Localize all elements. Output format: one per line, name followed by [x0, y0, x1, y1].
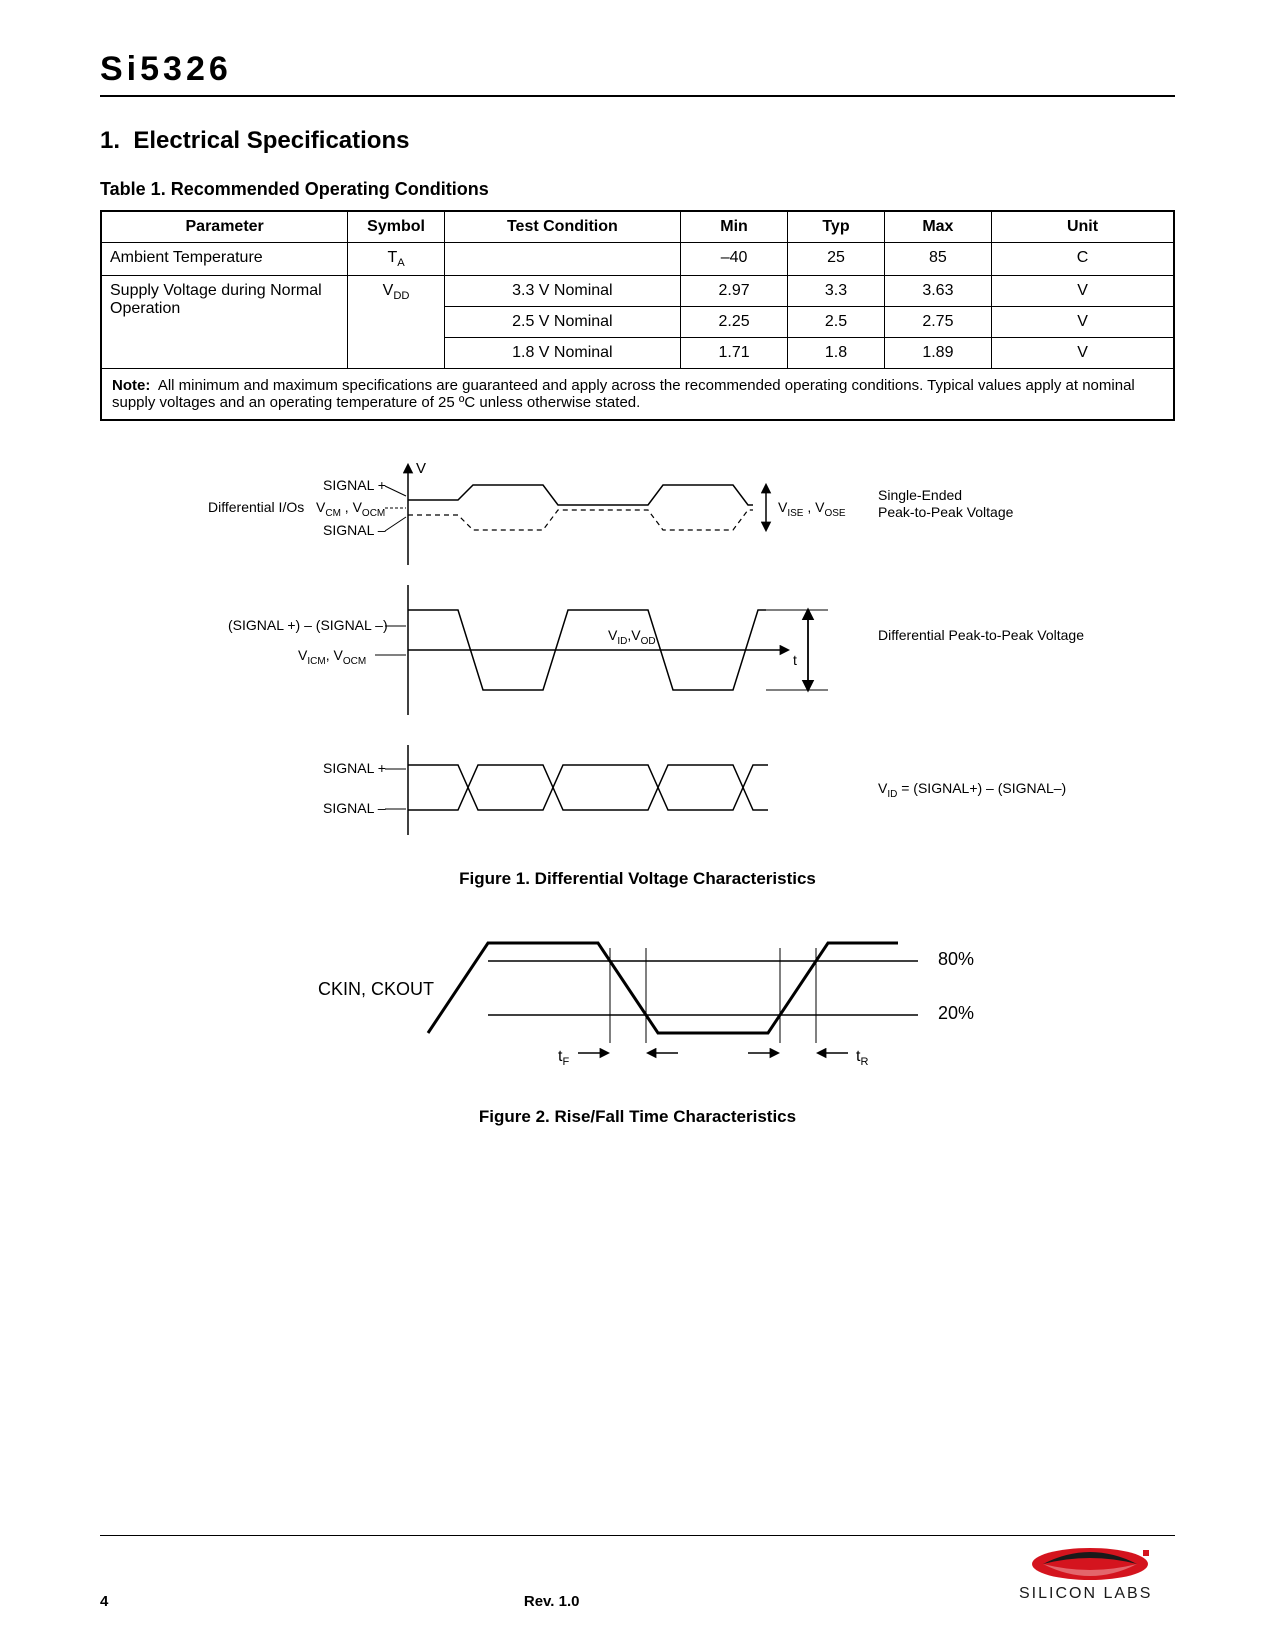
se-pp-label2: Peak-to-Peak Voltage	[878, 504, 1014, 520]
product-header: Si5326	[100, 50, 1175, 89]
cell-max: 1.89	[884, 338, 991, 369]
signal-plus-label: SIGNAL +	[323, 477, 386, 493]
page-number: 4	[100, 1593, 108, 1610]
page-footer: 4 Rev. 1.0 SILICON LABS	[100, 1535, 1175, 1610]
signal-minus-label2: SIGNAL –	[323, 800, 386, 816]
figure2-svg: 80% 20% CKIN, CKOUT tF tR	[258, 923, 1018, 1093]
signal-plus-label2: SIGNAL +	[323, 760, 386, 776]
cell-cond: 2.5 V Nominal	[444, 307, 680, 338]
vid-vod-label: VID,VOD	[608, 627, 656, 647]
cell-symbol: VDD	[348, 276, 445, 369]
cell-unit: V	[992, 276, 1174, 307]
note-text: All minimum and maximum specifications a…	[112, 377, 1135, 411]
figure2-caption: Figure 2. Rise/Fall Time Characteristics	[100, 1107, 1175, 1127]
header-rule	[100, 95, 1175, 97]
table-header-row: Parameter Symbol Test Condition Min Typ …	[101, 211, 1174, 243]
ckin-ckout-label: CKIN, CKOUT	[318, 979, 434, 999]
table1: Parameter Symbol Test Condition Min Typ …	[100, 210, 1175, 421]
cell-min: 2.25	[680, 307, 787, 338]
vcm-vocm-label: VCM , VOCM	[316, 499, 385, 519]
cell-min: 1.71	[680, 338, 787, 369]
col-unit: Unit	[992, 211, 1174, 243]
signal-minus-label: SIGNAL –	[323, 522, 386, 538]
tf-label: tF	[558, 1048, 569, 1068]
col-parameter: Parameter	[101, 211, 348, 243]
figure1-svg: V SIGNAL + Differential I/Os VCM , VOCM …	[148, 455, 1128, 855]
cell-max: 2.75	[884, 307, 991, 338]
vid-equation: VID = (SIGNAL+) – (SIGNAL–)	[878, 780, 1066, 800]
col-min: Min	[680, 211, 787, 243]
col-test-condition: Test Condition	[444, 211, 680, 243]
cell-min: 2.97	[680, 276, 787, 307]
col-max: Max	[884, 211, 991, 243]
cell-min: –40	[680, 243, 787, 276]
cell-cond: 1.8 V Nominal	[444, 338, 680, 369]
footer-rule	[100, 1535, 1175, 1536]
t-axis-label: t	[793, 652, 797, 668]
cell-unit: V	[992, 307, 1174, 338]
diff-pp-label: Differential Peak-to-Peak Voltage	[878, 627, 1084, 643]
section-number: 1.	[100, 127, 120, 154]
cell-typ: 25	[788, 243, 885, 276]
svg-text:SILICON LABS: SILICON LABS	[1019, 1585, 1152, 1602]
silicon-labs-logo: SILICON LABS	[995, 1546, 1175, 1610]
cell-max: 85	[884, 243, 991, 276]
col-typ: Typ	[788, 211, 885, 243]
vicm-vocm-label: VICM, VOCM	[298, 647, 366, 667]
section-title: Electrical Specifications	[133, 127, 409, 154]
table-row: Supply Voltage during Normal Operation V…	[101, 276, 1174, 307]
eighty-percent-label: 80%	[938, 949, 974, 969]
sig-diff-label: (SIGNAL +) – (SIGNAL –)	[228, 617, 388, 633]
figure1-caption: Figure 1. Differential Voltage Character…	[100, 869, 1175, 889]
cell-cond: 3.3 V Nominal	[444, 276, 680, 307]
se-pp-label1: Single-Ended	[878, 487, 962, 503]
cell-cond	[444, 243, 680, 276]
vise-vose-label: VISE , VOSE	[778, 499, 846, 519]
revision-label: Rev. 1.0	[524, 1593, 580, 1610]
section-heading: 1. Electrical Specifications	[100, 127, 1175, 155]
v-axis-label: V	[416, 460, 426, 477]
cell-typ: 2.5	[788, 307, 885, 338]
diff-io-label: Differential I/Os	[208, 499, 304, 515]
col-symbol: Symbol	[348, 211, 445, 243]
cell-param: Supply Voltage during Normal Operation	[101, 276, 348, 369]
figure1-block: V SIGNAL + Differential I/Os VCM , VOCM …	[100, 455, 1175, 889]
table-note-row: Note: All minimum and maximum specificat…	[101, 369, 1174, 421]
cell-symbol: TA	[348, 243, 445, 276]
figure2-block: 80% 20% CKIN, CKOUT tF tR Figure 2. Rise…	[100, 923, 1175, 1127]
cell-unit: C	[992, 243, 1174, 276]
cell-typ: 3.3	[788, 276, 885, 307]
cell-unit: V	[992, 338, 1174, 369]
twenty-percent-label: 20%	[938, 1003, 974, 1023]
cell-typ: 1.8	[788, 338, 885, 369]
table1-caption: Table 1. Recommended Operating Condition…	[100, 179, 1175, 200]
note-label: Note:	[112, 377, 150, 394]
table-row: Ambient Temperature TA –40 25 85 C	[101, 243, 1174, 276]
cell-param: Ambient Temperature	[101, 243, 348, 276]
cell-max: 3.63	[884, 276, 991, 307]
tr-label: tR	[856, 1048, 868, 1068]
